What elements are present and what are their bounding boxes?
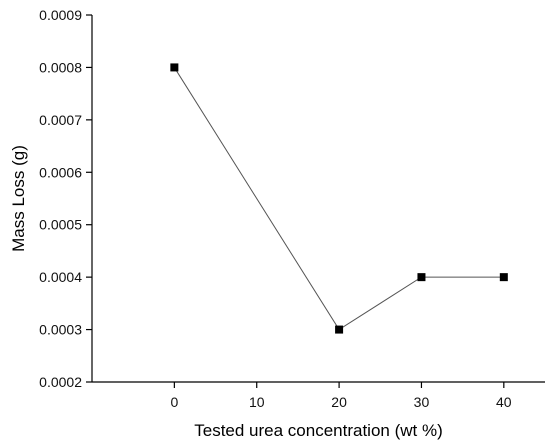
x-tick-label: 30: [414, 394, 430, 410]
y-axis-title: Mass Loss (g): [9, 145, 28, 252]
x-tick-label: 20: [331, 394, 347, 410]
y-tick-label: 0.0004: [39, 269, 82, 285]
y-tick-label: 0.0003: [39, 322, 82, 338]
x-tick-label: 10: [249, 394, 265, 410]
y-tick-label: 0.0002: [39, 374, 82, 390]
plot-area: [170, 63, 508, 334]
data-point-marker: [499, 273, 508, 282]
data-point-marker: [335, 325, 344, 334]
y-tick-label: 0.0009: [39, 7, 82, 23]
y-tick-label: 0.0005: [39, 217, 82, 233]
x-axis-ticks: 0 10 20 30 40: [170, 382, 512, 410]
axes: [91, 15, 545, 383]
x-tick-label: 40: [496, 394, 512, 410]
x-tick-label: 0: [170, 394, 178, 410]
x-axis-title: Tested urea concentration (wt %): [194, 421, 443, 440]
data-point-marker: [170, 63, 179, 72]
y-tick-label: 0.0007: [39, 112, 82, 128]
data-point-marker: [417, 273, 426, 282]
y-tick-label: 0.0006: [39, 164, 82, 180]
y-axis-ticks: 0.0002 0.0003 0.0004 0.0005 0.0006 0.0007 0.00…: [39, 7, 92, 390]
y-tick-label: 0.0008: [39, 59, 82, 75]
series-line: [173, 67, 504, 331]
